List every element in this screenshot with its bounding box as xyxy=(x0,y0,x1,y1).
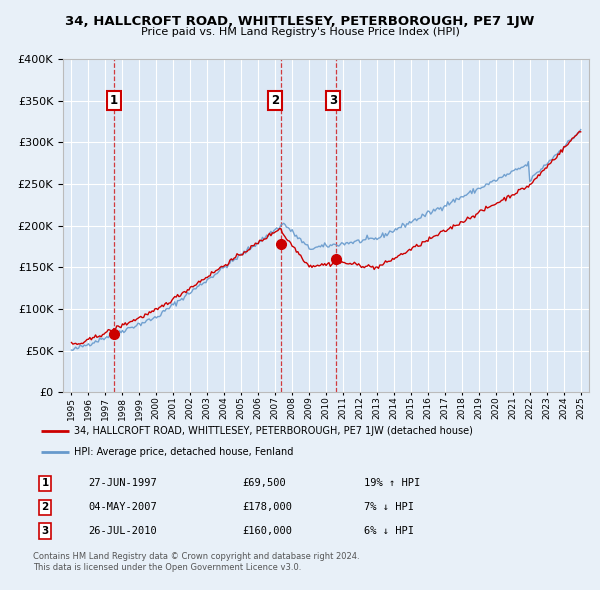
Text: 2: 2 xyxy=(271,94,279,107)
Text: 7% ↓ HPI: 7% ↓ HPI xyxy=(364,502,414,512)
Text: 04-MAY-2007: 04-MAY-2007 xyxy=(88,502,157,512)
Text: 1: 1 xyxy=(110,94,118,107)
Text: 26-JUL-2010: 26-JUL-2010 xyxy=(88,526,157,536)
Text: Contains HM Land Registry data © Crown copyright and database right 2024.: Contains HM Land Registry data © Crown c… xyxy=(33,552,359,561)
Text: 34, HALLCROFT ROAD, WHITTLESEY, PETERBOROUGH, PE7 1JW (detached house): 34, HALLCROFT ROAD, WHITTLESEY, PETERBOR… xyxy=(74,426,473,436)
Text: 1: 1 xyxy=(41,478,49,489)
Text: 6% ↓ HPI: 6% ↓ HPI xyxy=(364,526,414,536)
Text: £69,500: £69,500 xyxy=(243,478,287,489)
Text: £160,000: £160,000 xyxy=(243,526,293,536)
Text: 19% ↑ HPI: 19% ↑ HPI xyxy=(364,478,421,489)
Text: £178,000: £178,000 xyxy=(243,502,293,512)
Text: Price paid vs. HM Land Registry's House Price Index (HPI): Price paid vs. HM Land Registry's House … xyxy=(140,27,460,37)
Text: 3: 3 xyxy=(41,526,49,536)
Text: This data is licensed under the Open Government Licence v3.0.: This data is licensed under the Open Gov… xyxy=(33,563,301,572)
Text: 3: 3 xyxy=(329,94,337,107)
Text: 27-JUN-1997: 27-JUN-1997 xyxy=(88,478,157,489)
Text: 34, HALLCROFT ROAD, WHITTLESEY, PETERBOROUGH, PE7 1JW: 34, HALLCROFT ROAD, WHITTLESEY, PETERBOR… xyxy=(65,15,535,28)
Text: HPI: Average price, detached house, Fenland: HPI: Average price, detached house, Fenl… xyxy=(74,447,294,457)
Text: 2: 2 xyxy=(41,502,49,512)
